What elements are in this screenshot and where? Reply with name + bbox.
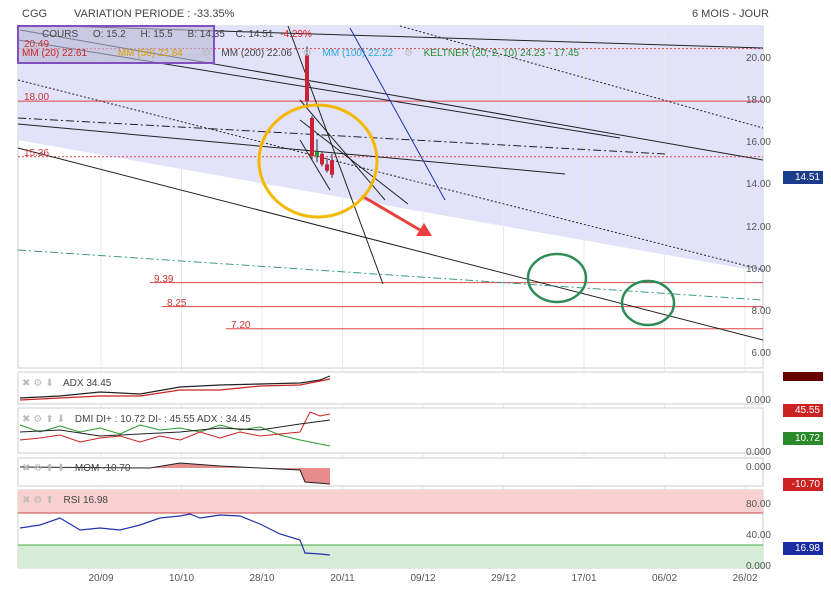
mom-area xyxy=(150,463,330,484)
x-tick-label: 20/09 xyxy=(88,573,114,584)
close-gear-icons[interactable]: ✖⚙⬆⬇ xyxy=(22,414,69,425)
cours-label: COURS xyxy=(42,29,79,40)
x-tick-label: 28/10 xyxy=(249,573,275,584)
change-value: -4.29% xyxy=(280,29,312,40)
dmi-badge-top: 45.55 xyxy=(783,404,823,417)
high-value: H: 15.5 xyxy=(140,29,173,40)
adx-value: 34.45 xyxy=(86,378,112,389)
level-label-8-25: 8.25 xyxy=(167,298,187,309)
dmi-label-row: ✖⚙⬆⬇ DMI DI+ : 10.72 DI- : 45.55 ADX : 3… xyxy=(22,414,251,425)
x-tick-label: 20/11 xyxy=(330,573,355,584)
y-tick-label: 8.00 xyxy=(751,305,771,317)
teal-dashdot-line xyxy=(17,249,764,301)
candle-body xyxy=(310,118,314,156)
dmi-label: DMI xyxy=(74,414,94,425)
x-tick-label: 26/02 xyxy=(732,573,758,584)
green-circle-1 xyxy=(526,252,588,304)
gear-icon[interactable]: ⚙ xyxy=(201,48,211,59)
level-label-15-36: 15.36 xyxy=(24,148,50,159)
yellow-circle xyxy=(257,103,379,219)
close-gear-icons[interactable]: ✖⚙⬆ xyxy=(22,495,57,506)
adx-panel-frame xyxy=(17,371,764,405)
period-label[interactable]: 6 MOIS - JOUR xyxy=(692,8,770,20)
y-tick-label: 14.00 xyxy=(745,179,771,191)
mom-tick: 0.000 xyxy=(745,462,771,473)
y-tick-label: 16.00 xyxy=(745,137,771,149)
x-tick-label: 29/12 xyxy=(490,573,517,584)
adx-line-red xyxy=(19,378,331,401)
rsi-badge: 16.98 xyxy=(783,542,823,555)
y-tick-label: 10.00 xyxy=(745,263,771,275)
y-tick-label: 12.00 xyxy=(745,221,771,233)
mm50-label[interactable]: MM (50) 22.84 xyxy=(117,48,183,59)
level-label-9-39: 9.39 xyxy=(154,274,174,285)
rsi-tick-40: 40.00 xyxy=(745,530,771,541)
adx-label: ADX xyxy=(62,378,84,389)
close-gear-icons[interactable]: ✖⚙⬇ xyxy=(22,378,57,389)
price-badge: 14.51 xyxy=(783,171,823,184)
ohlc-row: COURS O: 15.2 H: 15.5 B: 14.35 C: 14.51 … xyxy=(22,29,312,40)
close-gear-icons[interactable]: ✖⚙⬆⬇ xyxy=(22,463,69,474)
rsi-tick-80: 80.00 xyxy=(745,499,771,510)
candle-body xyxy=(305,54,309,102)
legend-box xyxy=(17,25,215,64)
dmi-tick: 0.000 xyxy=(745,447,771,458)
keltner-label[interactable]: KELTNER (20, 2, 10) 24.23 - 17.45 xyxy=(423,48,580,59)
rsi-label: RSI xyxy=(63,495,81,506)
rsi-value: 16.98 xyxy=(82,495,108,506)
rsi-overbought-zone xyxy=(18,490,763,513)
adx-badge xyxy=(783,372,823,381)
dmi-panel-frame xyxy=(17,407,764,454)
x-tick-label: 06/02 xyxy=(651,573,678,584)
mom-value: -10.70 xyxy=(102,463,131,474)
level-label-18: 18.00 xyxy=(24,92,50,103)
dmi-line-red xyxy=(19,411,331,443)
y-tick-label: 18.00 xyxy=(745,95,771,107)
open-value: O: 15.2 xyxy=(92,29,126,40)
dmi-badge: 10.72 xyxy=(783,432,823,445)
ticker-label: CGG xyxy=(22,8,48,20)
mm100-label[interactable]: MM (100) 22.22 xyxy=(322,48,394,59)
mom-label: MOM xyxy=(74,463,100,474)
level-label-7-20: 7.20 xyxy=(231,320,251,331)
dmi-line-black xyxy=(19,419,331,437)
close-value: C: 14.51 xyxy=(235,29,274,40)
y-tick-label: 6.00 xyxy=(751,348,771,359)
rsi-label-row: ✖⚙⬆ RSI 16.98 xyxy=(22,495,108,506)
level-label-20-49: 20.49 xyxy=(24,39,50,50)
x-tick-label: 17/01 xyxy=(571,573,597,584)
dmi-line-green xyxy=(19,424,331,447)
mom-label-row: ✖⚙⬆⬇ MOM -10.70 xyxy=(22,463,130,474)
dmi-text: DI+ : 10.72 DI- : 45.55 ADX : 34.45 xyxy=(96,414,251,425)
mom-panel-frame xyxy=(17,457,764,487)
y-tick-label: 20.00 xyxy=(745,53,771,64)
candles xyxy=(305,46,334,179)
rsi-line xyxy=(19,513,331,556)
x-tick-label: 10/10 xyxy=(168,573,195,584)
candle-body xyxy=(325,164,329,171)
variation-label: VARIATION PERIODE : -33.35% xyxy=(74,8,235,20)
ma-legend: MM (20) 22.61 MM (50) 22.84 ⚙ MM (200) 2… xyxy=(22,48,587,59)
mm20-label[interactable]: MM (20) 22.61 xyxy=(22,48,88,59)
mom-line xyxy=(19,462,331,485)
gear-icon-2[interactable]: ⚙ xyxy=(302,48,312,59)
keltner-band xyxy=(18,26,763,272)
mom-badge: -10.70 xyxy=(783,478,823,491)
rsi-oversold-zone xyxy=(18,545,763,568)
candle-body xyxy=(315,151,319,156)
green-circle-2 xyxy=(620,279,676,327)
mm200-label[interactable]: MM (200) 22.06 xyxy=(221,48,292,59)
x-tick-label: 09/12 xyxy=(410,573,436,584)
candle-body xyxy=(320,153,324,165)
adx-label-row: ✖⚙⬇ ADX 34.45 xyxy=(22,378,111,389)
red-arrow xyxy=(361,194,432,236)
candle-body xyxy=(330,160,334,175)
adx-line-black xyxy=(19,375,331,399)
gear-icon-3[interactable]: ⚙ xyxy=(403,48,413,59)
rsi-tick-0: 0.000 xyxy=(745,561,771,572)
adx-tick: 0.000 xyxy=(745,395,771,406)
blue-trend-line xyxy=(349,27,446,201)
low-value: B: 14.35 xyxy=(187,29,225,40)
